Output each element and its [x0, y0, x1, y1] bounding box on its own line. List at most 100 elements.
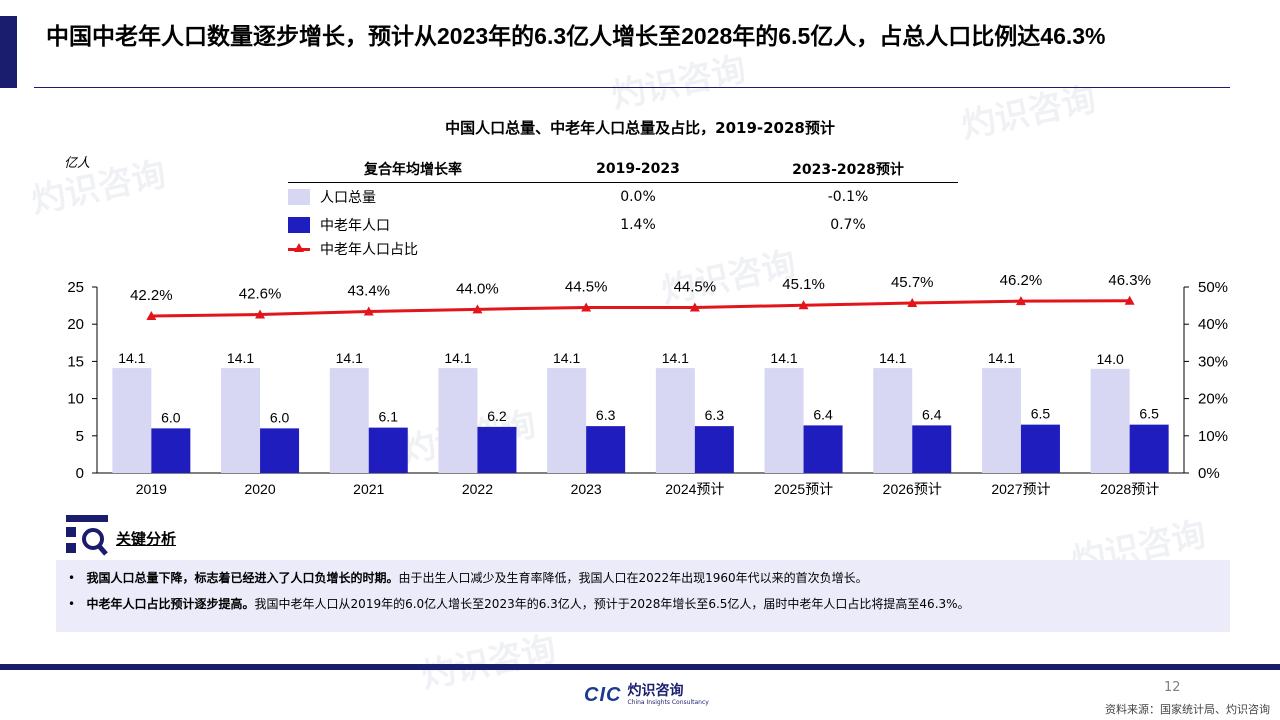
right-axis-tick-label: 30%	[1198, 353, 1228, 370]
bar-total	[873, 368, 913, 473]
logo-en: China Insights Consultancy	[627, 699, 709, 706]
cagr-header-row: 复合年均增长率 2019-2023 2023-2028预计	[288, 156, 958, 183]
data-label-middle-aged: 6.0	[270, 409, 290, 425]
analysis-bullet-bold: 我国人口总量下降，标志着已经进入了人口负增长的时期。	[86, 571, 399, 585]
right-axis-tick-label: 40%	[1198, 316, 1228, 333]
chart-title: 中国人口总量、中老年人口总量及占比，2019-2028预计	[445, 119, 835, 137]
analysis-bullet: • 中老年人口占比预计逐步提高。我国中老年人口从2019年的6.0亿人增长至20…	[68, 597, 970, 611]
left-axis-tick-label: 15	[67, 353, 84, 370]
x-axis-tick-label: 2019	[136, 481, 167, 497]
x-axis-tick-label: 2023	[571, 481, 602, 497]
share-marker	[363, 306, 374, 316]
share-marker	[255, 309, 266, 319]
bar-total	[112, 368, 152, 473]
data-label-total: 14.1	[118, 350, 145, 366]
data-label-middle-aged: 6.4	[922, 406, 942, 422]
data-label-middle-aged: 6.2	[487, 408, 507, 424]
bar-middle-aged	[1129, 424, 1169, 473]
right-axis-tick-label: 0%	[1198, 465, 1220, 482]
page-number: 12	[1164, 680, 1181, 695]
company-logo: CIC 灼识咨询 China Insights Consultancy	[584, 680, 709, 710]
data-label-middle-aged: 6.0	[161, 409, 181, 425]
legend-swatch-share	[288, 241, 310, 257]
title-divider	[34, 87, 1230, 88]
data-label-share: 42.2%	[130, 287, 173, 304]
data-label-share: 44.5%	[674, 278, 717, 295]
cagr-header-period-2: 2023-2028预计	[792, 162, 904, 178]
analysis-box	[56, 560, 1230, 632]
bar-middle-aged	[477, 426, 517, 473]
data-label-middle-aged: 6.5	[1031, 406, 1051, 422]
data-label-total: 14.1	[336, 350, 363, 366]
left-axis-tick-label: 10	[67, 391, 84, 408]
data-label-middle-aged: 6.4	[813, 406, 833, 422]
data-label-middle-aged: 6.5	[1139, 406, 1159, 422]
data-label-share: 46.2%	[1000, 272, 1043, 289]
data-label-total: 14.1	[444, 350, 471, 366]
bar-middle-aged	[586, 426, 626, 473]
cagr-header-label: 复合年均增长率	[364, 162, 462, 178]
right-axis-tick-label: 50%	[1198, 279, 1228, 296]
data-label-middle-aged: 6.3	[705, 407, 725, 423]
share-marker	[1124, 295, 1135, 305]
left-axis-tick-label: 20	[67, 316, 84, 333]
share-marker	[798, 300, 809, 310]
x-axis-tick-label: 2026预计	[883, 481, 942, 497]
analysis-bullet-text: 由于出生人口减少及生育率降低，我国人口在2022年出现1960年代以来的首次负增…	[398, 571, 868, 585]
bar-total	[221, 368, 261, 473]
bar-total	[764, 368, 804, 473]
data-label-middle-aged: 6.3	[596, 407, 616, 423]
left-axis-tick-label: 0	[76, 465, 84, 482]
share-marker	[907, 297, 918, 307]
x-axis-tick-label: 2025预计	[774, 481, 833, 497]
cagr-total-v2: -0.1%	[827, 189, 869, 205]
left-axis-tick-label: 5	[76, 428, 84, 445]
bar-middle-aged	[1020, 424, 1060, 473]
data-label-share: 45.1%	[782, 276, 825, 293]
bar-middle-aged	[260, 428, 300, 473]
share-marker	[146, 311, 157, 321]
x-axis-tick-label: 2024预计	[665, 481, 724, 497]
analysis-title: 关键分析	[116, 530, 177, 548]
right-axis-tick-label: 10%	[1198, 428, 1228, 445]
page-title: 中国中老年人口数量逐步增长，预计从2023年的6.3亿人增长至2028年的6.5…	[46, 23, 1106, 49]
share-marker	[1015, 296, 1026, 306]
data-label-total: 14.1	[553, 350, 580, 366]
data-label-share: 44.0%	[456, 280, 499, 297]
bar-total	[981, 368, 1021, 473]
cagr-row-share: 中老年人口占比	[288, 239, 958, 259]
cagr-total-v1: 0.0%	[620, 189, 656, 205]
data-label-share: 44.5%	[565, 278, 608, 295]
source-note: 资料来源：国家统计局、灼识咨询	[1105, 703, 1270, 716]
logo-mark: CIC	[584, 683, 622, 706]
x-axis-tick-label: 2020	[244, 481, 275, 497]
data-label-total: 14.1	[988, 350, 1015, 366]
accent-bar	[0, 16, 17, 88]
analysis-bullet: • 我国人口总量下降，标志着已经进入了人口负增长的时期。由于出生人口减少及生育率…	[68, 571, 868, 585]
legend-label-total: 人口总量	[320, 190, 376, 206]
cagr-middle-aged-v1: 1.4%	[620, 217, 656, 233]
bar-total	[438, 368, 478, 473]
x-axis-tick-label: 2022	[462, 481, 493, 497]
analysis-bullet-bold: 中老年人口占比预计逐步提高。	[86, 597, 255, 611]
right-axis-tick-label: 20%	[1198, 391, 1228, 408]
share-marker	[581, 302, 592, 312]
bar-total	[547, 368, 587, 473]
cagr-legend-table: 复合年均增长率 2019-2023 2023-2028预计 人口总量 0.0% …	[288, 156, 958, 259]
legend-label-middle-aged: 中老年人口	[320, 218, 390, 234]
data-label-share: 46.3%	[1108, 272, 1151, 289]
cagr-header-period-1: 2019-2023	[596, 161, 680, 177]
data-label-total: 14.1	[227, 350, 254, 366]
cagr-middle-aged-v2: 0.7%	[830, 217, 866, 233]
bar-total	[655, 368, 695, 473]
bar-total	[1090, 368, 1130, 473]
logo-cn: 灼识咨询	[627, 683, 684, 699]
x-axis-tick-label: 2027预计	[991, 481, 1050, 497]
left-axis-tick-label: 25	[67, 279, 84, 296]
data-label-share: 43.4%	[347, 283, 390, 300]
data-label-share: 45.7%	[891, 274, 934, 291]
share-marker	[689, 302, 700, 312]
analysis-bullet-text: 我国中老年人口从2019年的6.0亿人增长至2023年的6.3亿人，预计于202…	[254, 597, 970, 611]
data-label-total: 14.0	[1097, 351, 1124, 367]
